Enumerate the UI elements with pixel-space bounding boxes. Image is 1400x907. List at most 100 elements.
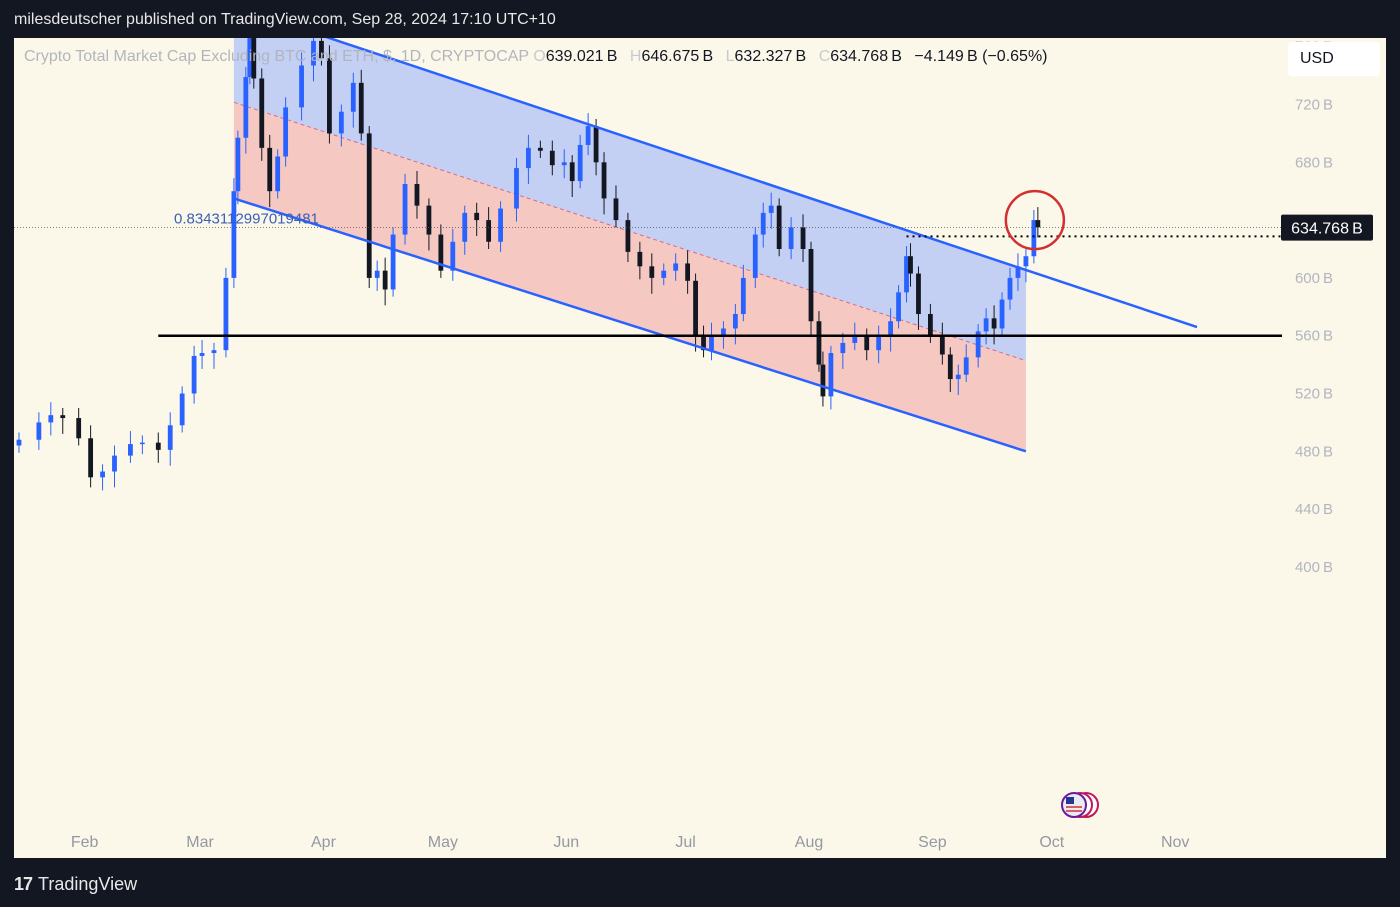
- candle: [876, 325, 882, 364]
- candle-body: [426, 205, 432, 235]
- candle-body: [661, 270, 667, 278]
- candle-body: [649, 266, 655, 278]
- x-month-label: Jun: [553, 834, 579, 851]
- candle-body: [693, 280, 698, 336]
- candle-body: [975, 331, 981, 358]
- candle: [904, 246, 909, 303]
- candle: [685, 250, 691, 294]
- candle-body: [788, 227, 794, 249]
- candle: [223, 267, 229, 358]
- candle-body: [390, 234, 396, 290]
- x-month-label: May: [428, 834, 458, 851]
- candle-body: [1007, 277, 1013, 300]
- candle-body: [601, 162, 607, 199]
- candle: [211, 342, 217, 369]
- candle-body: [402, 183, 408, 235]
- candle: [601, 152, 607, 215]
- candle: [327, 45, 332, 144]
- candle-body: [760, 212, 766, 235]
- candle-body: [338, 111, 344, 134]
- candle-body: [128, 444, 133, 456]
- x-month-label: Feb: [71, 834, 99, 851]
- candle: [808, 241, 814, 338]
- tradingview-logo[interactable]: 17 TradingView: [14, 874, 137, 895]
- candle: [701, 325, 706, 358]
- candle: [283, 97, 289, 167]
- candle: [267, 134, 273, 208]
- candle: [191, 345, 197, 404]
- candle-body: [939, 335, 945, 355]
- candle-body: [916, 273, 921, 315]
- candle: [732, 303, 738, 345]
- candle: [179, 386, 185, 433]
- candle: [768, 192, 774, 229]
- candle-body: [928, 314, 933, 336]
- candle: [60, 407, 66, 434]
- candle-body: [740, 277, 746, 315]
- candle-body: [191, 355, 197, 394]
- y-tick-label: 560 B: [1295, 328, 1333, 345]
- candle: [299, 52, 304, 121]
- candle-body: [438, 234, 444, 271]
- candle-body: [450, 241, 456, 271]
- candle-body: [840, 342, 846, 354]
- channel-lower-line: [233, 197, 1027, 453]
- candle: [128, 431, 133, 463]
- candle: [991, 305, 997, 345]
- candle-body: [60, 415, 66, 419]
- candle-body: [88, 438, 94, 478]
- y-tick-label: 440 B: [1295, 501, 1333, 518]
- candle: [498, 201, 503, 252]
- candle-body: [673, 263, 679, 271]
- candle-body: [625, 220, 631, 252]
- candle: [585, 113, 591, 156]
- high-value: 646.675 B: [641, 48, 714, 65]
- candle-body: [963, 357, 969, 375]
- candle-body: [768, 205, 774, 213]
- candle-body: [721, 328, 726, 336]
- candle: [816, 311, 822, 372]
- candle-body: [299, 65, 304, 108]
- candle: [390, 227, 396, 297]
- candle-body: [311, 40, 316, 66]
- candle: [350, 72, 356, 128]
- candle: [311, 38, 316, 82]
- candle-body: [374, 270, 380, 278]
- candle: [740, 264, 746, 322]
- last-price-tag: [1281, 214, 1373, 241]
- candle-body: [231, 191, 237, 278]
- x-month-label: Sep: [918, 834, 947, 851]
- candle: [561, 149, 567, 179]
- candle: [649, 253, 655, 294]
- publisher-text: milesdeutscher published on TradingView.…: [14, 11, 556, 28]
- candle-body: [876, 335, 882, 351]
- candle: [338, 104, 344, 147]
- candle-body: [685, 263, 691, 281]
- candle: [625, 212, 631, 263]
- candle: [382, 257, 388, 306]
- brand-name: TradingView: [38, 874, 138, 894]
- price-chart[interactable]: 0.834311299701948​1 400 B 440 B 480 B 520 B…: [14, 38, 1386, 858]
- candle: [259, 68, 265, 161]
- candle-body: [112, 455, 117, 472]
- flag-canton: [1066, 797, 1074, 804]
- candle: [231, 178, 237, 289]
- candle-body: [569, 162, 575, 182]
- chart-area[interactable]: 0.834311299701948​1 400 B 440 B 480 B 520 B…: [14, 38, 1386, 858]
- bottom-bar: 17 TradingView: [0, 858, 1400, 907]
- candle-body: [247, 38, 253, 78]
- candle-body: [267, 147, 273, 192]
- candle-body: [486, 220, 492, 242]
- candle: [999, 292, 1005, 336]
- close-key: C: [818, 48, 831, 65]
- low-key: L: [725, 48, 735, 65]
- y-tick-label: 400 B: [1295, 559, 1333, 576]
- candle: [955, 364, 961, 395]
- currency-button[interactable]: USD: [1288, 42, 1380, 76]
- candle-body: [808, 249, 814, 322]
- candle-body: [199, 353, 205, 356]
- channel-upper-line: [325, 38, 1198, 329]
- candle: [235, 130, 241, 205]
- candle-body: [100, 471, 105, 478]
- candle: [16, 432, 22, 453]
